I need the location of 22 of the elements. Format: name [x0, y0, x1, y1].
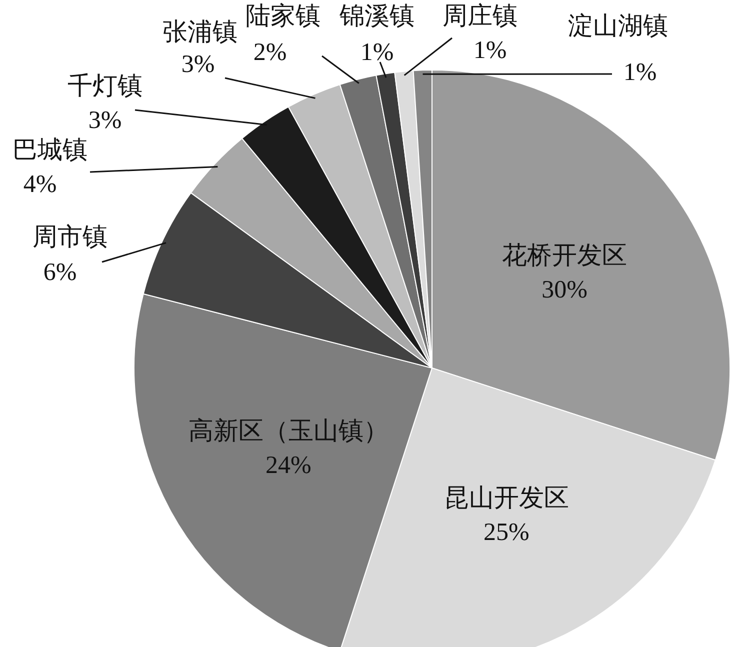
data-label: 3% [181, 51, 215, 78]
data-label: 4% [23, 171, 57, 198]
data-label: 30% [542, 276, 588, 304]
slice-label: 淀山湖镇 [568, 12, 668, 40]
data-label: 25% [483, 519, 530, 546]
slice-label: 花桥开发区 [502, 242, 628, 270]
slice-label: 昆山开发区 [444, 485, 569, 512]
data-label: 6% [43, 259, 77, 286]
data-label: 1% [473, 37, 507, 64]
slice-label: 高新区（玉山镇） [188, 416, 388, 445]
slice-label: 陆家镇 [246, 2, 320, 30]
slice-label: 周庄镇 [442, 2, 518, 30]
slice-label: 张浦镇 [162, 19, 238, 46]
data-label: 2% [253, 39, 287, 66]
slice-label: 巴城镇 [12, 137, 88, 164]
data-label: 1% [623, 59, 657, 86]
slice-label: 周市镇 [32, 223, 108, 251]
data-label: 24% [265, 452, 312, 479]
slice-label: 千灯镇 [68, 73, 142, 100]
data-label: 1% [360, 39, 394, 66]
slice-label: 锦溪镇 [338, 3, 414, 30]
data-label: 3% [88, 107, 122, 134]
